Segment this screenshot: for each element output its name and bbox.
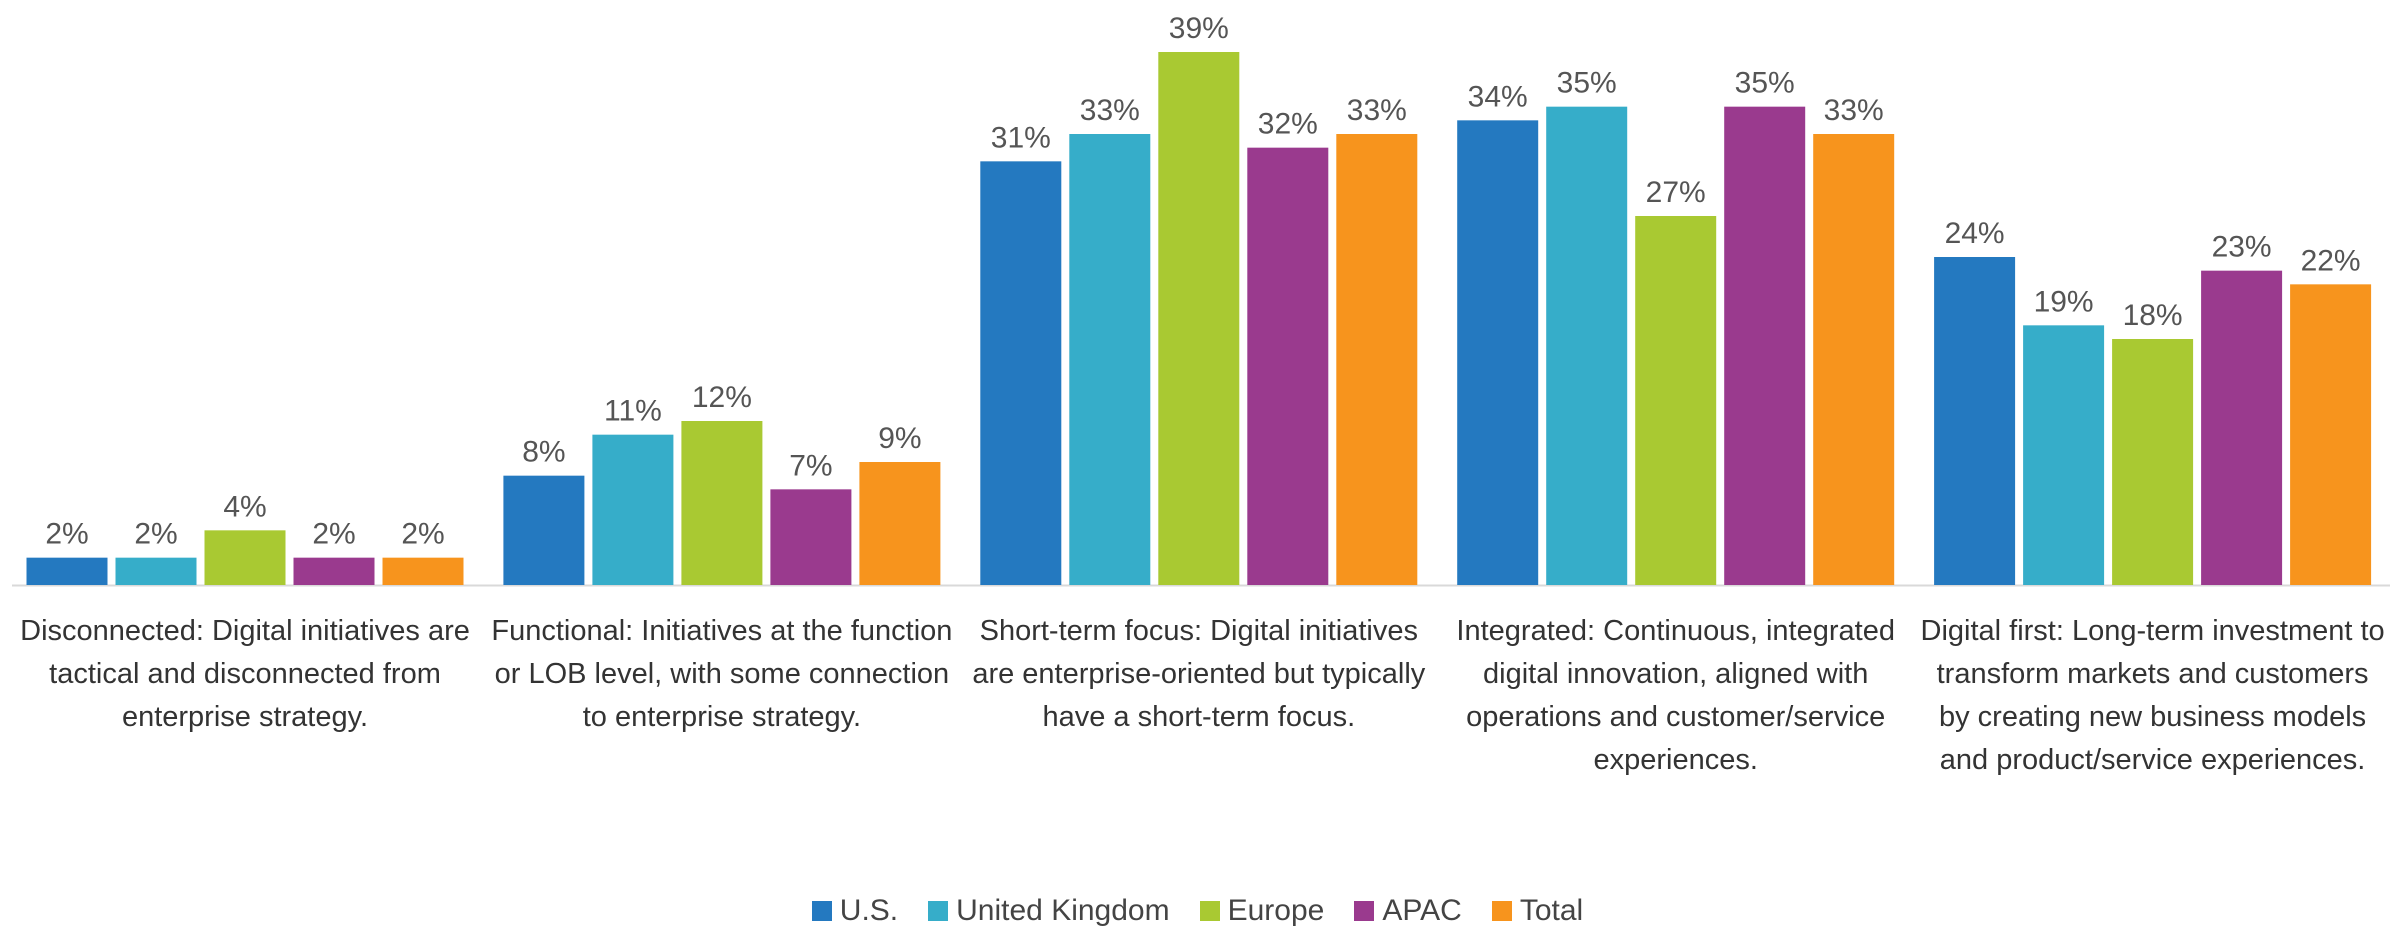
value-label: 9% bbox=[878, 422, 921, 455]
bar bbox=[1724, 106, 1806, 586]
bar bbox=[1069, 134, 1151, 585]
legend-label: Europe bbox=[1227, 894, 1325, 927]
value-label: 31% bbox=[991, 121, 1051, 154]
value-label: 35% bbox=[1557, 67, 1617, 100]
value-label: 2% bbox=[45, 518, 88, 551]
value-label: 2% bbox=[312, 518, 355, 551]
legend-swatch bbox=[928, 900, 949, 921]
bar bbox=[204, 530, 286, 585]
value-label: 12% bbox=[692, 381, 752, 414]
bar bbox=[980, 161, 1062, 586]
x-tick-label: Disconnected: Digital initiatives are ta… bbox=[20, 615, 470, 733]
legend-item: APAC bbox=[1354, 893, 1462, 928]
bar bbox=[859, 462, 941, 585]
x-tick-label: Functional: Initiatives at the function … bbox=[491, 615, 953, 733]
bar bbox=[1934, 257, 2016, 585]
value-label: 19% bbox=[2034, 285, 2094, 318]
bar bbox=[2201, 270, 2283, 585]
bar bbox=[2112, 339, 2194, 585]
value-label: 22% bbox=[2301, 244, 2361, 277]
bar bbox=[115, 557, 197, 585]
bar bbox=[1336, 134, 1418, 585]
value-label: 33% bbox=[1347, 94, 1407, 127]
legend-item: United Kingdom bbox=[928, 893, 1170, 928]
bar bbox=[681, 421, 763, 585]
x-tick-label: Short-term focus: Digital initiatives ar… bbox=[972, 615, 1426, 733]
bar bbox=[1457, 120, 1539, 585]
legend-item: U.S. bbox=[811, 893, 899, 928]
value-label: 2% bbox=[401, 518, 444, 551]
value-label: 23% bbox=[2212, 231, 2272, 264]
value-label: 24% bbox=[1945, 217, 2005, 250]
legend-label: Total bbox=[1519, 894, 1584, 927]
value-label: 33% bbox=[1824, 94, 1884, 127]
value-label: 35% bbox=[1735, 67, 1795, 100]
value-label: 11% bbox=[604, 395, 662, 428]
value-label: 33% bbox=[1080, 94, 1140, 127]
bar bbox=[2023, 325, 2105, 585]
legend-label: U.S. bbox=[839, 894, 899, 927]
legend-label: APAC bbox=[1382, 894, 1462, 927]
bar bbox=[1158, 52, 1240, 585]
bar bbox=[1813, 134, 1895, 585]
bar bbox=[382, 557, 464, 585]
value-label: 7% bbox=[789, 449, 832, 482]
legend: U.S. United Kingdom Europe APAC Total bbox=[0, 893, 2395, 928]
x-tick-label: Digital first: Long-term investment to t… bbox=[1920, 615, 2385, 776]
value-label: 2% bbox=[134, 518, 177, 551]
value-label: 4% bbox=[223, 490, 266, 523]
x-tick-label: Integrated: Continuous, integrated digit… bbox=[1456, 615, 1895, 776]
legend-swatch bbox=[1354, 900, 1375, 921]
bar bbox=[1546, 106, 1628, 586]
legend-item: Europe bbox=[1199, 893, 1325, 928]
value-label: 8% bbox=[522, 436, 565, 469]
legend-item: Total bbox=[1491, 893, 1584, 928]
legend-swatch bbox=[1199, 900, 1220, 921]
value-label: 18% bbox=[2123, 299, 2183, 332]
value-label: 27% bbox=[1646, 176, 1706, 209]
bar bbox=[770, 489, 852, 585]
bar bbox=[592, 434, 674, 585]
value-label: 34% bbox=[1468, 80, 1528, 113]
bar bbox=[1247, 147, 1329, 585]
bar bbox=[1635, 216, 1717, 585]
value-label: 39% bbox=[1169, 12, 1229, 45]
chart: 2% 8% 31% 34% 24% 2% 11% 33% 35% 19% 4% 12% 39% 27% 18… bbox=[12, 12, 2390, 587]
legend-swatch bbox=[1491, 900, 1512, 921]
bar bbox=[503, 475, 585, 585]
legend-label: United Kingdom bbox=[956, 894, 1170, 927]
bar bbox=[26, 557, 108, 585]
legend-swatch bbox=[811, 900, 832, 921]
bar bbox=[293, 557, 375, 585]
value-label: 32% bbox=[1258, 108, 1318, 141]
bar bbox=[2290, 284, 2372, 585]
